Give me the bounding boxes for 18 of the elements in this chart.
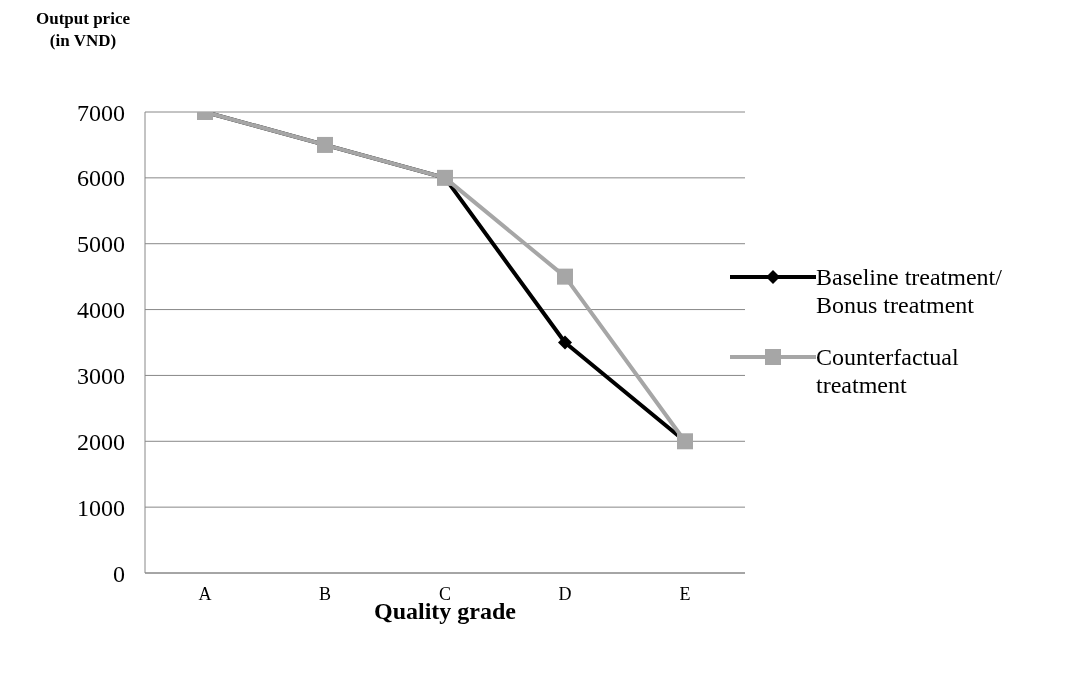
legend-label: Baseline treatment/ Bonus treatment [816, 263, 1003, 319]
point [557, 268, 573, 285]
y-axis-title: Output price (in VND) [35, 8, 131, 52]
point [558, 335, 572, 350]
legend-label: Counterfactual treatment [816, 343, 960, 399]
y-tick-label: 7000 [77, 99, 125, 126]
y-tick-label: 6000 [77, 165, 125, 192]
x-tick-label: B [318, 583, 332, 604]
x-tick-label: E [679, 583, 691, 604]
x-tick-label: D [558, 583, 572, 604]
x-tick-label: C [438, 583, 452, 604]
y-tick-label: 2000 [77, 428, 125, 455]
y-tick-label: 0 [113, 560, 125, 587]
x-tick-label: A [198, 583, 212, 604]
y-tick-label: 1000 [77, 494, 125, 521]
y-tick-label: 5000 [77, 231, 125, 258]
y-tick-label: 4000 [77, 297, 125, 324]
y-tick-label: 3000 [77, 362, 125, 389]
